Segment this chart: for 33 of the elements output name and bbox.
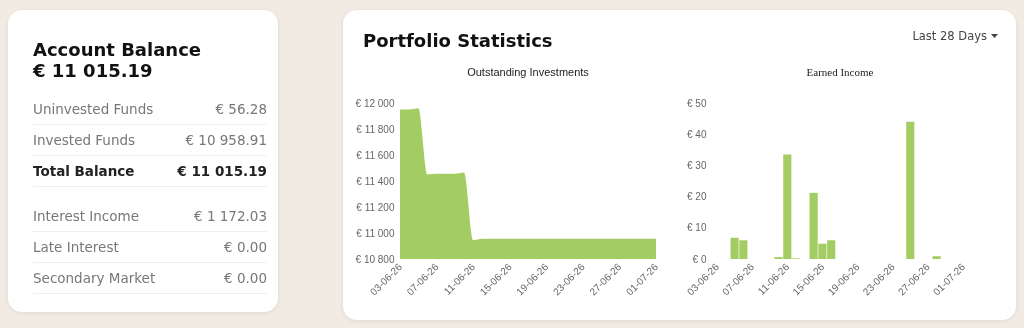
text: € 0.00 [224,269,267,288]
y-tick-label: € 11 600 [356,149,395,161]
y-tick-label: € 50 [687,97,707,109]
chart-title: Outstanding Investments [467,66,590,78]
text: Interest Income [33,207,139,226]
y-tick-label: € 20 [687,191,707,203]
bar [932,256,941,259]
y-tick-label: € 11 000 [356,227,395,239]
text: € 11 015.19 [33,60,153,81]
text: Late Interest [33,238,119,257]
text: Total Balance [33,162,135,181]
text: € 56.28 [215,100,267,119]
text: Account Balance [33,39,202,60]
y-tick-label: € 10 800 [355,253,395,265]
text: Portfolio Statistics [363,30,553,51]
y-tick-label: € 30 [687,159,707,171]
y-tick-label: € 10 [687,222,707,234]
bar [906,121,915,259]
y-tick-label: € 11 200 [356,201,395,213]
text: Uninvested Funds [33,100,154,119]
y-tick-label: € 12 000 [355,97,395,109]
text: € 11 015.19 [177,162,267,181]
y-tick-label: € 11 400 [356,175,395,187]
y-tick-label: € 40 [687,128,707,140]
y-tick-label: € 11 800 [356,123,395,135]
chart-title: Earned Income [806,66,874,78]
text: Invested Funds [33,131,136,150]
text: € 1 172.03 [194,207,267,226]
text: € 0.00 [224,238,267,257]
y-tick-label: € 0 [692,253,707,265]
text: Last 28 Days [912,29,987,43]
text: € 10 958.91 [185,131,267,150]
text: Secondary Market [33,269,156,288]
